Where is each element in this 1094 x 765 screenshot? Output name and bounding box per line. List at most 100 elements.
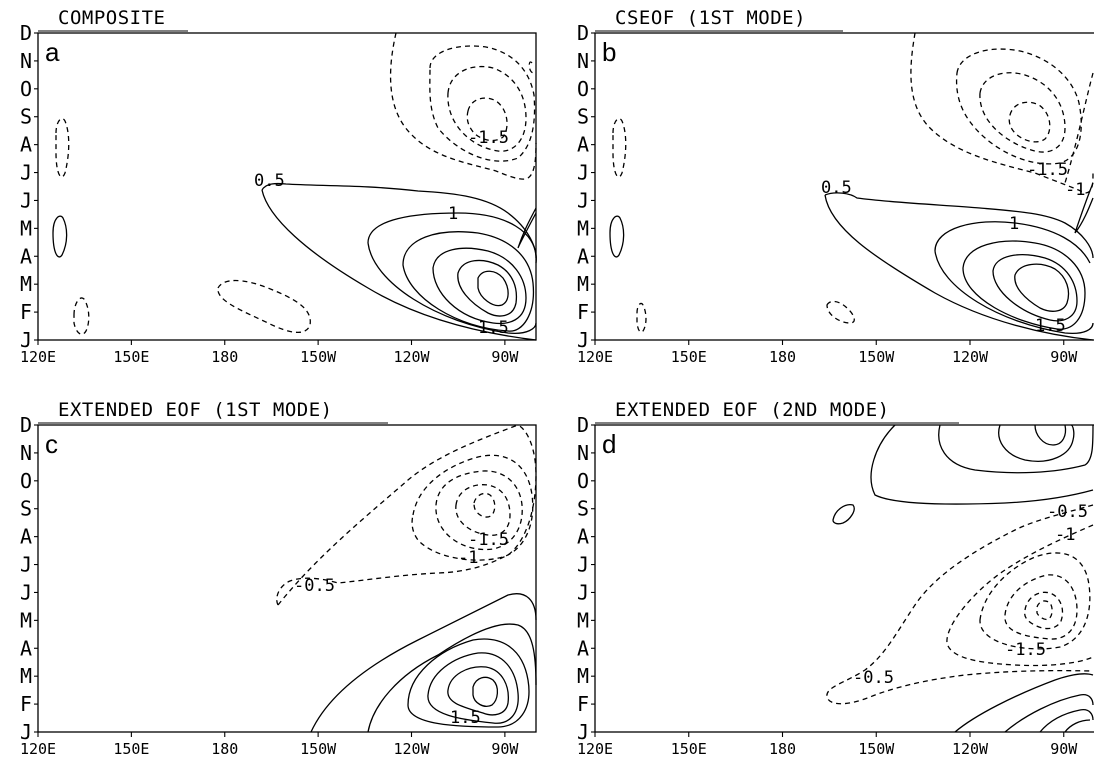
contour-line: [455, 484, 511, 536]
contour-line: [477, 270, 509, 307]
y-tick-label: D: [20, 413, 32, 437]
contour-label: 1: [448, 204, 458, 224]
x-axis: 120E 150E 180 150W 120W 90W: [577, 732, 1078, 758]
y-tick-label: O: [577, 77, 589, 101]
contour-line: [609, 215, 625, 258]
x-tick-label: 150W: [300, 348, 337, 366]
plot-frame: [37, 424, 537, 733]
contour-line: [367, 623, 537, 733]
x-axis: 120E 150E 180 150W 120W 90W: [577, 340, 1078, 366]
y-tick-label: M: [577, 664, 589, 688]
contour-label: 1.5: [450, 708, 481, 728]
y-tick-label: M: [577, 216, 589, 240]
x-tick-label: 150W: [300, 740, 337, 758]
y-tick-label: J: [20, 328, 32, 352]
contour-line: [954, 673, 1094, 733]
x-tick-label: 150E: [113, 740, 149, 758]
y-tick-label: F: [20, 300, 32, 324]
y-tick-label: J: [20, 553, 32, 577]
contour-line: [411, 454, 534, 561]
panel-title: CSEOF (1ST MODE): [615, 7, 806, 29]
y-tick-label: A: [577, 244, 589, 268]
panel-letter: a: [45, 37, 60, 67]
contour-line: [429, 45, 536, 162]
contour-line: [367, 212, 537, 334]
contour-line: [310, 593, 537, 733]
panel-letter: d: [602, 429, 616, 459]
y-tick-label: J: [577, 188, 589, 212]
contour-line: [276, 424, 537, 606]
y-tick-label: A: [20, 133, 32, 157]
x-tick-label: 120W: [952, 740, 989, 758]
y-tick-label: M: [20, 608, 32, 632]
contour-line: [962, 240, 1086, 330]
contour-line: [447, 65, 527, 152]
contour-line: [389, 32, 537, 180]
x-tick-label: 180: [211, 740, 238, 758]
contour-label: -1: [1055, 525, 1075, 545]
y-tick-label: N: [577, 49, 589, 73]
contour-line: [979, 72, 1066, 153]
contour-line: [457, 259, 518, 317]
y-tick-label: D: [20, 21, 32, 45]
contour-label: -1.5: [468, 530, 509, 550]
y-tick-label: J: [20, 188, 32, 212]
contour-line: [447, 666, 509, 716]
contour-line: [826, 300, 855, 324]
y-tick-label: F: [20, 692, 32, 716]
contour-label: -0.5: [294, 576, 335, 596]
contour-line: [432, 247, 527, 325]
x-tick-label: 120E: [577, 740, 613, 758]
y-tick-label: J: [577, 553, 589, 577]
contour-line: [946, 524, 1094, 667]
contour-label: -1: [1065, 180, 1085, 200]
contour-line: [1004, 694, 1094, 733]
contour-line: [52, 215, 68, 258]
contour-line: [435, 470, 523, 551]
plot-frame: [594, 424, 1094, 733]
x-tick-label: 180: [769, 348, 796, 366]
panel-letter: b: [602, 37, 616, 67]
contour-line: [261, 189, 537, 341]
y-tick-label: M: [577, 272, 589, 296]
contour-line: [472, 676, 499, 707]
y-tick-label: F: [577, 692, 589, 716]
contour-label: -1.5: [468, 128, 509, 148]
y-tick-label: N: [20, 441, 32, 465]
contour-line: [832, 504, 855, 525]
contour-line: [1074, 182, 1094, 234]
x-tick-label: 150E: [671, 348, 707, 366]
x-tick-label: 120W: [393, 348, 430, 366]
contour-line: [528, 61, 535, 74]
y-tick-label: A: [20, 636, 32, 660]
y-tick-label: A: [20, 244, 32, 268]
x-axis: 120E 150E 180 150W 120W 90W: [20, 340, 519, 366]
x-tick-label: 180: [211, 348, 238, 366]
y-tick-label: N: [577, 441, 589, 465]
contour-label: 1: [1009, 214, 1019, 234]
y-tick-label: S: [20, 105, 32, 129]
x-tick-label: 150W: [858, 348, 895, 366]
contour-line: [938, 424, 1094, 474]
panel-title: EXTENDED EOF (2ND MODE): [615, 399, 890, 421]
contour-line: [1004, 574, 1078, 640]
x-tick-label: 90W: [491, 740, 519, 758]
contour-line: [910, 32, 1094, 194]
contour-line: [998, 424, 1075, 462]
contour-line: [824, 192, 1094, 259]
y-tick-label: J: [20, 580, 32, 604]
contour-line: [612, 118, 627, 178]
y-tick-label: A: [20, 525, 32, 549]
contour-line: [473, 492, 496, 518]
plot-frame: [37, 32, 537, 341]
contour-line: [826, 504, 1094, 705]
y-tick-label: O: [20, 469, 32, 493]
panel-title: EXTENDED EOF (1ST MODE): [58, 399, 333, 421]
contour-labels: -0.5 -1 -1.5 1.5: [294, 530, 509, 728]
contour-label: 0.5: [254, 171, 285, 191]
contour-line: [517, 207, 537, 249]
